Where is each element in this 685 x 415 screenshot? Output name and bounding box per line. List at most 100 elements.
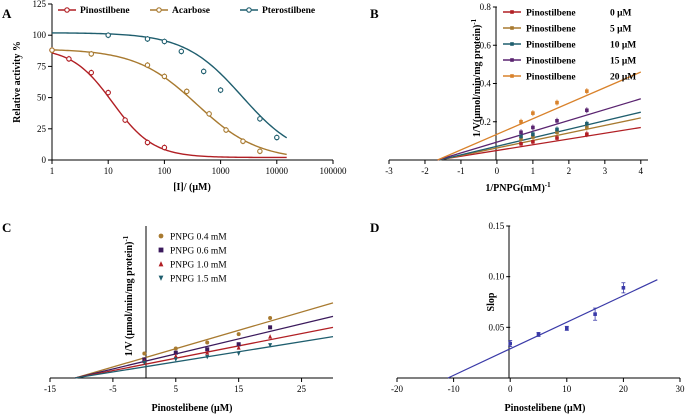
panel-d-point [536, 332, 541, 337]
panel-b-x-tick-label: 1 [531, 166, 536, 176]
panel-a-x-title: [I]/ (μM) [173, 182, 211, 193]
panel-a-point-pterostilbene [217, 87, 224, 93]
panel-a-x-tick-label: 10000 [266, 166, 289, 176]
panel-c-point [205, 340, 210, 345]
panel-c-point [173, 353, 178, 359]
panel-a-point-acarbose [223, 127, 229, 133]
panel-b-fit-line [437, 71, 642, 161]
panel-a-point-acarbose [144, 62, 151, 68]
panel-c-legend-marker [158, 247, 164, 253]
panel-a-curve-pterostilbene [51, 32, 288, 139]
panel-c-fit-line [75, 335, 334, 379]
panel-b-y-tick-label: 0.2 [480, 117, 491, 127]
panel-b-point [585, 89, 589, 93]
panel-a-point-pterostilbene [274, 134, 280, 141]
panel-c-legend-marker [158, 233, 164, 239]
panel-b-x-tick-label: -3 [385, 166, 393, 176]
panel-b-point [531, 111, 535, 115]
panel-b-point [519, 134, 523, 138]
panel-c-point [205, 350, 210, 355]
panel-a-point-acarbose [257, 148, 263, 155]
panel-a-point-acarbose [206, 111, 212, 117]
panel-a-x-tick-label: 100 [158, 166, 172, 176]
panel-a-point-pinostilbene [144, 139, 151, 146]
panel-c-legend-name: PNPG 0.4 mM [170, 233, 227, 243]
panel-c-legend-name: PNPG 1.5 mM [170, 275, 227, 285]
panel-b-point [555, 136, 559, 140]
panel-d-x-tick-label: -20 [391, 384, 403, 394]
panel-b-point [555, 118, 559, 123]
panel-letter-c: C [2, 220, 11, 235]
panel-c-legend-name: PNPG 0.6 mM [170, 247, 227, 257]
panel-d-x-tick-label: 20 [619, 384, 629, 394]
panel-c-point [173, 346, 178, 351]
panel-b-fit-line [439, 111, 641, 161]
panel-a-point-acarbose [184, 88, 190, 95]
panel-d-x-tick-label: 10 [562, 384, 572, 394]
panel-b-fit-line [437, 98, 641, 161]
panel-c-point [268, 316, 273, 321]
panel-a-curve-pinostilbene [51, 52, 287, 159]
panel-a-point-pinostilbene [122, 117, 128, 123]
panel-b-y-tick-label: 0.8 [480, 2, 492, 12]
panel-a-y-tick-label: 50 [37, 93, 47, 103]
panel-b-legend-name: Pinostilbene [526, 57, 576, 67]
panel-b-x-tick-label: 3 [603, 166, 608, 176]
panel-d-x-tick-label: 0 [508, 384, 513, 394]
panel-b-point [519, 141, 523, 146]
panel-c-x-title: Pinostelibene (μM) [152, 403, 233, 414]
panel-b-legend-name: Pinostilbene [526, 41, 576, 51]
panel-c-point [268, 343, 273, 348]
panel-a-legend-marker [156, 7, 162, 13]
panel-a-y-tick-label: 25 [37, 124, 47, 134]
panel-b-y-tick-label: 0.6 [480, 40, 492, 50]
panel-a-y-tick-label: 125 [33, 0, 47, 9]
panel-c-x-tick-label: -5 [109, 384, 117, 394]
panel-b-point [531, 132, 535, 136]
panel-b-legend-marker [510, 10, 514, 14]
panel-c-point [236, 342, 241, 347]
panel-c-point [173, 350, 178, 355]
panel-b-legend-conc: 5 μM [610, 25, 632, 35]
panel-b-legend-conc: 10 μM [610, 41, 636, 51]
panel-d-x-tick-label: 30 [676, 384, 685, 394]
panel-b-legend-marker [510, 58, 514, 62]
panel-letter-d: D [370, 220, 379, 235]
panel-b-fit-line [437, 126, 641, 161]
panel-a-legend-marker [64, 7, 70, 13]
panel-c-x-tick-label: 15 [234, 384, 244, 394]
panel-a-point-pterostilbene [144, 36, 151, 42]
panel-d-fit-line [447, 279, 658, 379]
panel-b-point [585, 132, 589, 136]
panel-a-legend-marker [246, 7, 252, 13]
panel-b-legend-conc: 20 μM [610, 73, 636, 83]
panel-b-legend-marker [510, 26, 514, 30]
panel-d-point [565, 326, 569, 331]
panel-c-x-tick-label: 25 [297, 384, 307, 394]
panel-d-y-title: Slop [486, 292, 497, 311]
panel-c-point [268, 334, 273, 339]
panel-a-point-pinostilbene [105, 89, 111, 96]
panel-a-point-pinostilbene [66, 56, 72, 62]
panel-c-point [205, 354, 210, 360]
panel-a-legend: Pinostilbene Acarbose Pterostilbene [58, 6, 315, 16]
panel-a-legend-acarbose: Acarbose [172, 6, 210, 16]
panel-a-point-pterostilbene [200, 68, 207, 75]
panel-b-x-tick-label: 4 [639, 166, 644, 176]
panel-a-point-pterostilbene [257, 116, 263, 122]
panel-d-x-tick-label: -10 [448, 384, 460, 394]
panel-c-fit-line [75, 326, 334, 379]
panel-d-y-tick-label: 0.15 [488, 221, 504, 231]
panel-c-legend-name: PNPG 1.0 mM [170, 261, 227, 271]
panel-c-x-tick-label: 5 [174, 384, 179, 394]
panel-d-y-tick-label: 0.05 [488, 322, 504, 332]
panel-b-legend-name: Pinostilbene [526, 25, 576, 35]
panel-c-fit-line [74, 302, 334, 379]
panel-c-point [268, 325, 273, 330]
panel-b-chart: -3 -2 -1 0 1 2 3 4 0.2 0.4 0.6 0.8 Pinostilbene 0 μ… [385, 2, 648, 194]
panel-c-point [142, 360, 147, 366]
panel-a-y-tick-label: 75 [37, 61, 47, 71]
panel-a-point-pterostilbene [178, 48, 185, 55]
panel-a-point-acarbose [240, 138, 246, 145]
